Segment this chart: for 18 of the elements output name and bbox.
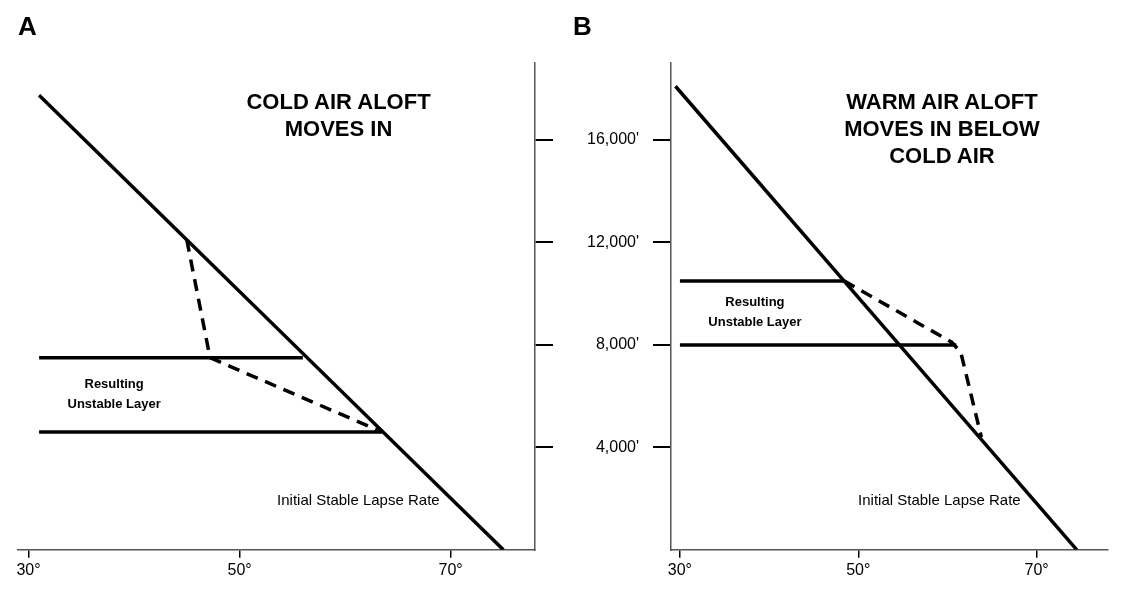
x-tick-label: 30° — [16, 560, 41, 578]
chart-title: A — [18, 10, 37, 41]
x-tick-label: 70° — [438, 560, 463, 578]
text: WARM AIR ALOFT MOVES IN BELOW COLD AIR — [844, 89, 1040, 169]
x-tick-label: 30° — [667, 560, 693, 578]
annotation: Resulting Unstable Layer — [708, 294, 802, 330]
y-tick-label: 4,000' — [595, 437, 639, 455]
y-tick-label: 8,000' — [595, 335, 639, 353]
text: COLD AIR ALOFT MOVES IN — [246, 89, 432, 142]
annotation: Resulting Unstable Layer — [67, 376, 161, 412]
x-tick-label: 50° — [227, 560, 252, 578]
y-tick-label: 12,000' — [586, 232, 639, 250]
x-tick-label: 70° — [1024, 560, 1049, 578]
y-tick-label: 16,000' — [586, 130, 639, 148]
annotation: Initial Stable Lapse Rate — [858, 491, 1021, 509]
x-tick-label: 50° — [846, 560, 871, 578]
chart-title: B — [573, 10, 592, 41]
annotation: Initial Stable Lapse Rate — [277, 491, 440, 509]
